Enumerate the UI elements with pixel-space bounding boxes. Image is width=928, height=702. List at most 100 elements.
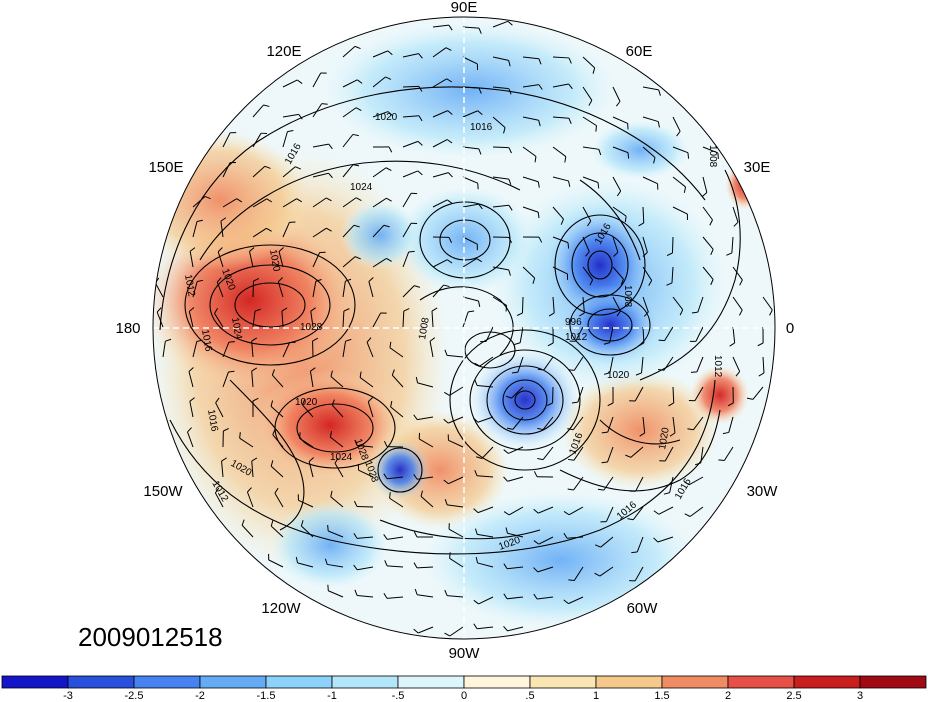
colorbar-label: -2: [195, 690, 205, 702]
wind-barb: [342, 281, 346, 298]
wind-barb: [636, 536, 644, 553]
wind-barb-feather: [355, 197, 362, 201]
wind-barb-feather: [446, 78, 453, 83]
wind-barb-feather: [270, 400, 274, 407]
wind-barb: [447, 595, 464, 598]
wind-barb-feather: [413, 531, 418, 538]
wind-barb: [327, 563, 344, 568]
wind-barb: [507, 596, 524, 600]
wind-barb: [330, 496, 344, 508]
colorbar-swatch: [661, 675, 729, 689]
wind-barb: [612, 236, 619, 253]
wind-barb-feather: [368, 277, 374, 282]
wind-barb: [308, 461, 314, 478]
wind-barb: [664, 326, 674, 341]
contour-label: 1012: [712, 355, 723, 378]
wind-barb: [672, 386, 675, 404]
wind-barb: [462, 176, 478, 184]
wind-barb: [402, 251, 410, 268]
wind-barb-feather: [220, 217, 227, 222]
wind-barb: [246, 491, 254, 508]
wind-barb-feather: [387, 111, 393, 117]
wind-barb-feather: [308, 457, 315, 462]
wind-barb: [508, 506, 524, 516]
wind-barb-feather: [503, 449, 509, 454]
wind-barb: [612, 266, 624, 280]
wind-barb-feather: [324, 558, 328, 565]
wind-barb-feather: [683, 186, 687, 193]
wind-barb-feather: [413, 414, 418, 420]
contour-label: 1016: [470, 122, 493, 133]
wind-barb-feather: [635, 372, 642, 376]
wind-barb: [492, 86, 509, 90]
wind-barb: [507, 532, 524, 538]
anomaly-shading: [153, 17, 775, 639]
wind-barb-feather: [625, 454, 632, 458]
wind-barb: [573, 566, 584, 581]
wind-barb: [418, 438, 434, 448]
wind-barb: [432, 284, 445, 298]
wind-barb: [688, 476, 704, 486]
wind-barb-feather: [287, 130, 294, 133]
contour-label: 1024: [229, 317, 244, 341]
wind-barb: [342, 310, 345, 328]
wind-barb: [192, 196, 206, 208]
wind-barb-feather: [295, 166, 301, 170]
wind-barb-feather: [607, 402, 614, 407]
wind-barb: [387, 596, 404, 599]
wind-barb-feather: [298, 114, 303, 120]
wind-barb: [582, 176, 599, 183]
wind-barb-feather: [270, 460, 274, 467]
wind-barb: [251, 461, 254, 478]
wind-barb-feather: [252, 397, 259, 402]
wind-barb: [702, 236, 714, 250]
wind-barb-feather: [389, 492, 391, 499]
contour-label: 1028: [300, 322, 323, 333]
wind-barb-feather: [277, 277, 283, 283]
wind-barb-feather: [508, 237, 513, 244]
wind-barb-feather: [236, 198, 243, 203]
wind-barb: [330, 436, 344, 448]
wind-barb: [512, 416, 524, 430]
wind-barb: [582, 296, 585, 313]
wind-barb-feather: [594, 544, 601, 548]
wind-barb: [448, 476, 464, 485]
wind-barb: [432, 259, 448, 268]
wind-barb: [522, 84, 539, 88]
wind-barb-feather: [413, 628, 419, 634]
wind-barb-feather: [508, 88, 512, 95]
wind-barb-feather: [683, 481, 690, 486]
wind-barb-feather: [448, 237, 453, 244]
wind-barb-feather: [477, 110, 483, 116]
wind-barb-feather: [272, 429, 276, 435]
wind-barb: [632, 506, 644, 521]
wind-barb: [732, 356, 741, 372]
wind-barb: [552, 206, 564, 220]
wind-barb-feather: [383, 440, 388, 447]
wind-barb: [312, 172, 329, 178]
wind-barb: [462, 203, 479, 208]
wind-barb-feather: [443, 284, 450, 288]
wind-barb: [270, 465, 284, 478]
wind-barb-feather: [390, 400, 393, 408]
wind-barb: [277, 281, 284, 298]
wind-barb: [568, 596, 584, 605]
wind-barb: [222, 162, 231, 178]
wind-barb: [429, 341, 434, 358]
wind-barb: [309, 371, 314, 388]
wind-barb-feather: [508, 269, 511, 276]
wind-barb: [389, 347, 404, 358]
wind-barb: [552, 83, 569, 88]
wind-barb-feather: [532, 277, 536, 284]
wind-barb-feather: [514, 342, 521, 345]
wind-barb: [657, 536, 674, 543]
colorbar-label: 2: [725, 690, 731, 702]
wind-barb-feather: [312, 337, 319, 342]
wind-barb: [402, 85, 420, 88]
wind-barb-feather: [579, 312, 585, 317]
wind-barb: [417, 626, 434, 634]
wind-barb: [552, 146, 567, 157]
wind-barb-feather: [564, 156, 567, 163]
wind-barb: [342, 224, 355, 238]
colorbar-swatch: [67, 675, 135, 689]
